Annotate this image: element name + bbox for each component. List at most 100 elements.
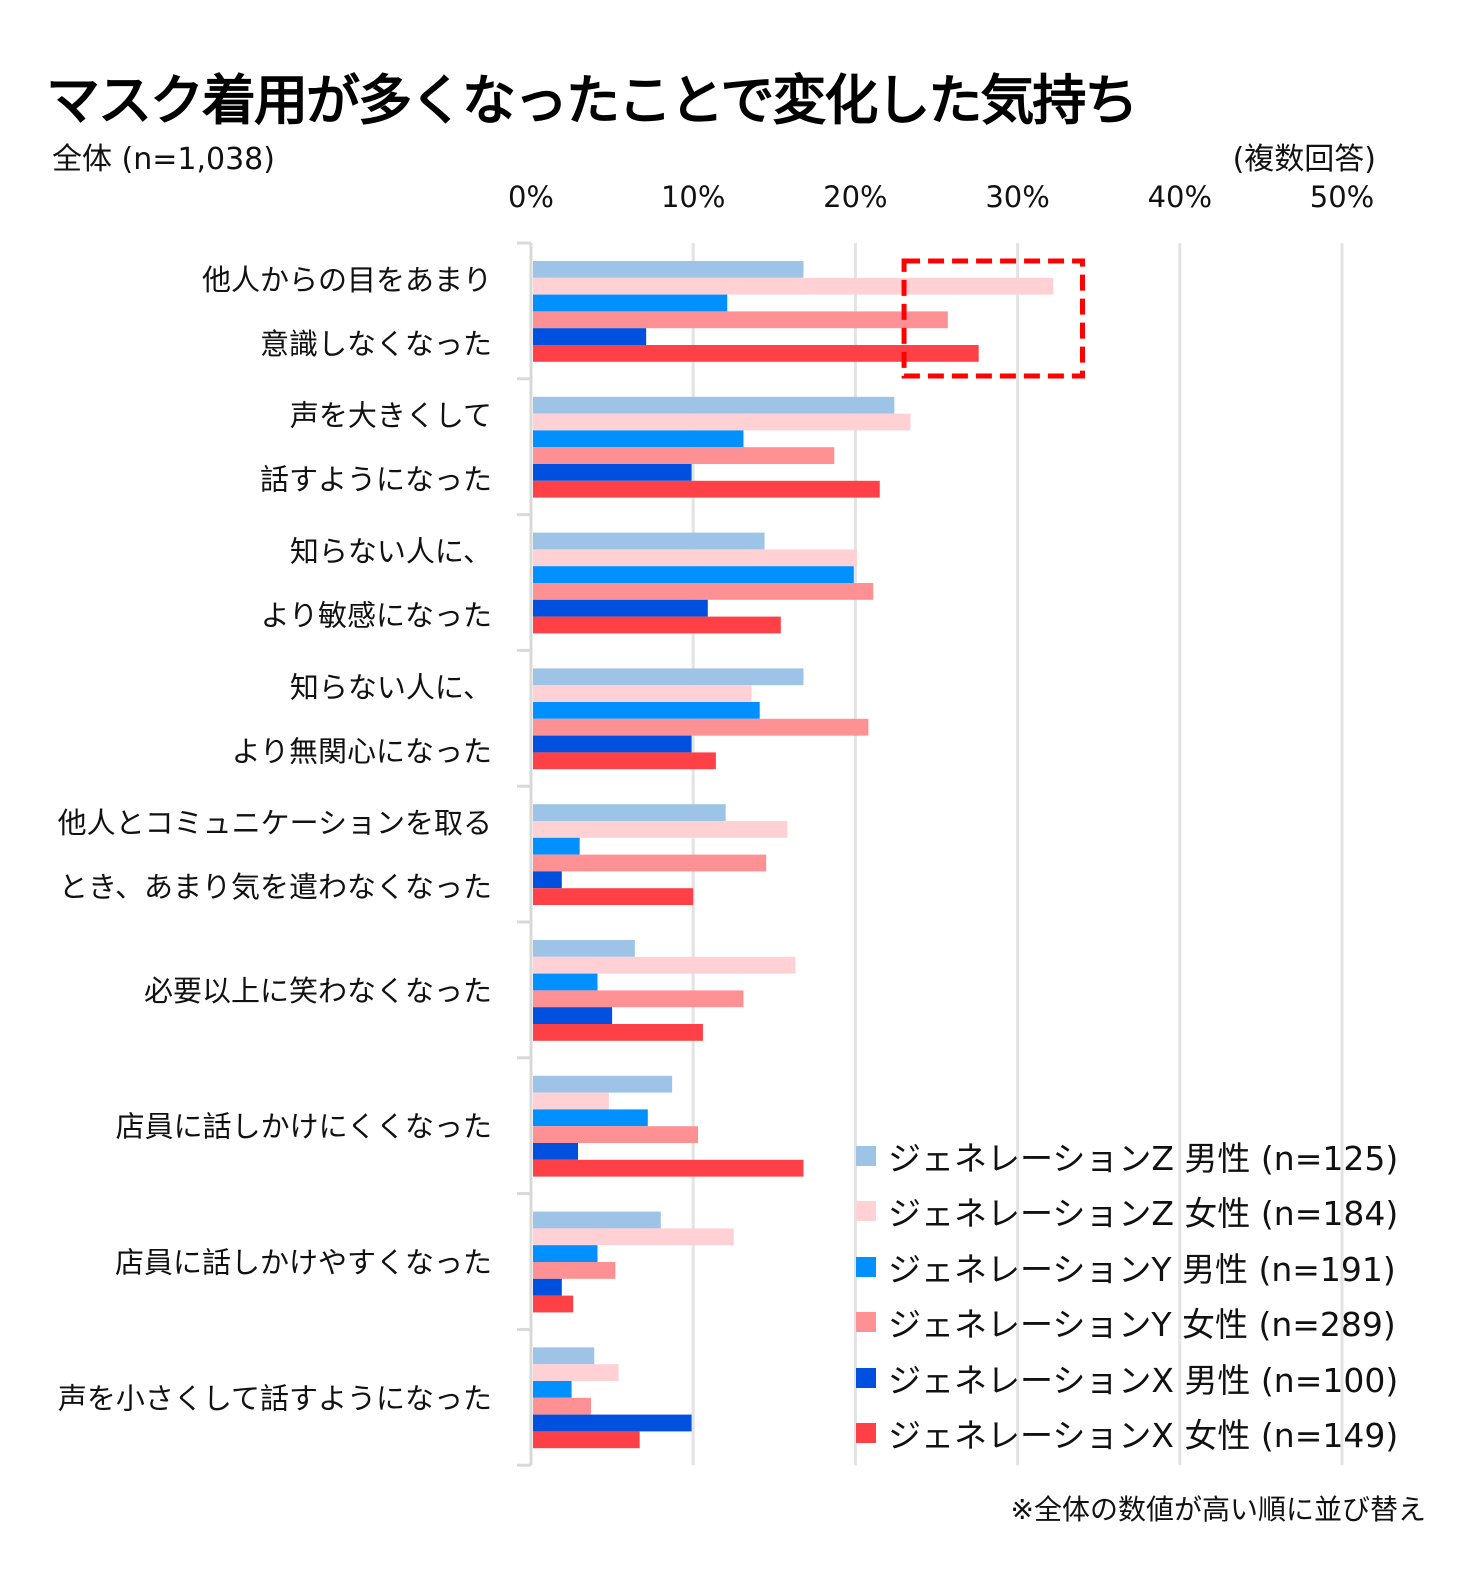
category-label: 他人からの目をあまり	[202, 263, 492, 297]
category-label: 知らない人に、	[290, 670, 492, 704]
bar	[533, 854, 767, 872]
x-tick-label: 40%	[1148, 180, 1212, 214]
bar	[533, 1024, 703, 1041]
bar	[533, 973, 598, 991]
x-tick-label: 10%	[661, 180, 725, 214]
legend-label: ジェネレーションY 女性 (n=289)	[888, 1305, 1396, 1345]
category-label: とき、あまり気を遣わなくなった	[59, 870, 492, 904]
bar	[533, 1414, 692, 1432]
bar	[533, 1126, 699, 1143]
x-tick-label: 50%	[1310, 180, 1374, 214]
bar	[533, 1007, 613, 1024]
bar	[533, 294, 728, 312]
bar	[533, 1228, 734, 1246]
bar	[533, 480, 880, 498]
legend-item: ジェネレーションZ 女性 (n=184)	[856, 1184, 1398, 1240]
legend-swatch	[856, 1201, 876, 1222]
bars	[533, 261, 1054, 1449]
category-label: 店員に話しかけにくくなった	[116, 1110, 492, 1144]
bar	[533, 718, 869, 736]
bar	[533, 1278, 562, 1296]
bar	[533, 396, 895, 414]
bar	[533, 1109, 648, 1127]
bar	[533, 702, 760, 719]
bar	[533, 837, 580, 855]
bar	[533, 990, 744, 1008]
bar	[533, 311, 948, 329]
bar	[533, 532, 765, 550]
x-axis-ticks: 0% 10% 20% 30% 40% 50%	[508, 180, 1374, 214]
footnote: ※全体の数値が高い順に並び替え	[1010, 1493, 1426, 1526]
bar	[533, 1347, 595, 1365]
x-tick-label: 20%	[823, 180, 887, 214]
legend-item: ジェネレーションX 女性 (n=149)	[856, 1406, 1398, 1462]
bar	[533, 566, 854, 583]
chart-title: マスク着用が多くなったことで変化した気持ち	[46, 69, 1138, 132]
legend-label: ジェネレーションX 男性 (n=100)	[888, 1360, 1399, 1400]
legend-swatch	[856, 1145, 876, 1166]
category-label: 声を大きくして	[290, 399, 492, 433]
legend-item: ジェネレーションY 女性 (n=289)	[856, 1295, 1398, 1351]
category-label: より敏感になった	[261, 599, 492, 633]
bar	[533, 1262, 616, 1279]
bar	[533, 277, 1054, 295]
category-label: 必要以上に笑わなくなった	[144, 974, 492, 1008]
bar	[533, 1431, 640, 1449]
category-label: 知らない人に、	[290, 535, 492, 569]
x-tick-label: 0%	[508, 180, 554, 214]
bar	[533, 328, 647, 345]
legend-swatch	[856, 1312, 876, 1333]
bar	[533, 261, 804, 278]
legend-swatch	[856, 1256, 876, 1277]
legend-swatch	[856, 1367, 876, 1388]
bar	[533, 1211, 661, 1229]
legend: ジェネレーションZ 男性 (n=125) ジェネレーションZ 女性 (n=184)…	[856, 1128, 1398, 1461]
category-label: 店員に話しかけやすくなった	[115, 1246, 492, 1280]
bar	[533, 888, 694, 905]
category-labels: 他人からの目をあまり意識しなくなった声を大きくして話すようになった知らない人に、…	[58, 263, 492, 1415]
bar	[533, 464, 692, 481]
bar	[533, 940, 635, 957]
legend-swatch	[856, 1423, 876, 1444]
bar	[533, 447, 835, 464]
bar	[533, 752, 716, 770]
bar	[533, 599, 708, 617]
bar	[533, 413, 911, 431]
bar	[533, 1295, 574, 1313]
highlight-box	[901, 258, 1085, 379]
legend-label: ジェネレーションX 女性 (n=149)	[888, 1416, 1399, 1456]
bar	[533, 430, 744, 448]
category-label: 話すようになった	[260, 463, 492, 497]
bar	[533, 871, 562, 889]
x-tick-label: 30%	[985, 180, 1049, 214]
bar	[533, 1143, 579, 1160]
y-axis	[517, 241, 533, 1467]
bar	[533, 668, 804, 686]
bar	[533, 1364, 619, 1381]
multiple-answer-note: (複数回答)	[1232, 142, 1376, 177]
sample-size-label: 全体 (n=1,038)	[52, 142, 275, 177]
bar	[533, 1397, 592, 1415]
category-label: 声を小さくして話すようになった	[58, 1381, 492, 1415]
bar	[533, 804, 726, 821]
bar	[533, 616, 781, 634]
legend-item: ジェネレーションY 男性 (n=191)	[856, 1239, 1398, 1295]
bar	[533, 549, 858, 567]
legend-label: ジェネレーションZ 女性 (n=184)	[888, 1194, 1399, 1234]
annotations	[901, 258, 1085, 379]
category-label: 他人とコミュニケーションを取る	[58, 806, 492, 840]
bar	[533, 1092, 609, 1110]
bar	[533, 956, 796, 974]
bar	[533, 821, 788, 838]
category-label: 意識しなくなった	[260, 327, 492, 361]
bar	[533, 685, 752, 702]
bar	[533, 345, 979, 362]
category-label: より無関心になった	[232, 734, 492, 768]
bar	[533, 1075, 673, 1093]
legend-item: ジェネレーションZ 男性 (n=125)	[856, 1128, 1398, 1184]
bar	[533, 735, 692, 753]
bar	[533, 1245, 598, 1262]
bar	[533, 583, 874, 600]
legend-label: ジェネレーションZ 男性 (n=125)	[888, 1138, 1399, 1178]
